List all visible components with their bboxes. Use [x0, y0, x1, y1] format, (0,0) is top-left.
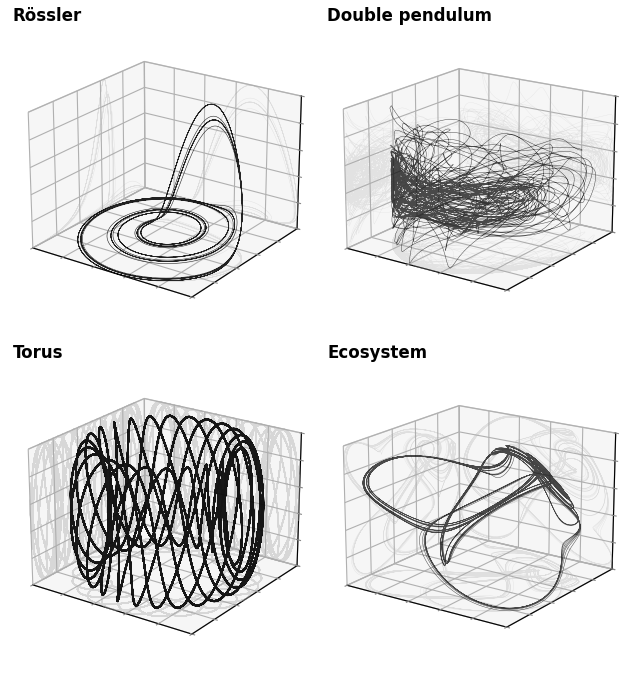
Text: Rössler: Rössler — [13, 7, 82, 25]
Text: Torus: Torus — [13, 344, 63, 362]
Text: Ecosystem: Ecosystem — [328, 344, 428, 362]
Text: Double pendulum: Double pendulum — [328, 7, 493, 25]
